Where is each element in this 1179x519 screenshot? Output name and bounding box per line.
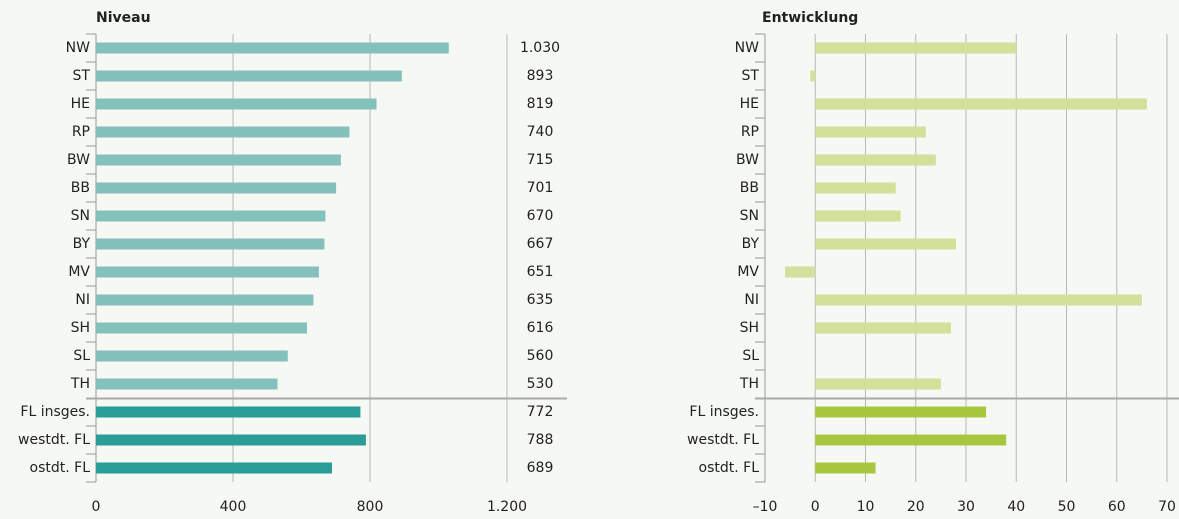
y-tick-label: ST bbox=[742, 68, 760, 84]
y-tick-label: SH bbox=[740, 320, 759, 336]
bar bbox=[96, 266, 319, 278]
value-label: 667 bbox=[527, 236, 554, 252]
y-tick-label: NW bbox=[66, 40, 90, 56]
bar bbox=[96, 434, 366, 446]
y-tick-label: RP bbox=[741, 124, 759, 140]
bar bbox=[785, 266, 816, 278]
bar bbox=[96, 42, 449, 54]
x-tick-label: 1.200 bbox=[487, 499, 527, 515]
bar bbox=[96, 126, 350, 138]
y-tick-label: MV bbox=[737, 264, 759, 280]
bar bbox=[815, 238, 956, 250]
y-tick-label: westdt. FL bbox=[687, 432, 759, 448]
y-tick-label: BW bbox=[67, 152, 90, 168]
bar bbox=[96, 182, 337, 194]
bar bbox=[815, 406, 987, 418]
bar bbox=[96, 210, 326, 222]
bar bbox=[815, 322, 951, 334]
bar bbox=[96, 70, 402, 82]
value-label: 560 bbox=[527, 348, 554, 364]
y-tick-label: RP bbox=[72, 124, 90, 140]
y-tick-label: FL insges. bbox=[20, 404, 90, 420]
bar bbox=[815, 154, 936, 166]
x-tick-label: 0 bbox=[811, 499, 820, 515]
value-label: 740 bbox=[527, 124, 554, 140]
y-tick-label: NW bbox=[735, 40, 759, 56]
chart-title: Niveau bbox=[96, 10, 151, 26]
y-tick-label: SN bbox=[740, 208, 759, 224]
x-tick-label: 400 bbox=[220, 499, 247, 515]
bar bbox=[815, 210, 901, 222]
y-tick-label: MV bbox=[68, 264, 90, 280]
value-label: 772 bbox=[527, 404, 554, 420]
y-tick-label: SL bbox=[742, 348, 759, 364]
y-tick-label: HE bbox=[71, 96, 90, 112]
y-tick-label: BW bbox=[736, 152, 759, 168]
value-label: 635 bbox=[527, 292, 554, 308]
y-tick-label: SL bbox=[73, 348, 90, 364]
x-tick-label: 70 bbox=[1158, 499, 1176, 515]
y-tick-label: NI bbox=[744, 292, 759, 308]
bar bbox=[96, 98, 377, 110]
value-label: 1.030 bbox=[520, 40, 560, 56]
bar bbox=[96, 322, 307, 334]
bar bbox=[815, 462, 876, 474]
y-tick-label: westdt. FL bbox=[18, 432, 90, 448]
y-tick-label: NI bbox=[75, 292, 90, 308]
y-tick-label: ST bbox=[73, 68, 91, 84]
bar bbox=[96, 350, 288, 362]
value-label: 893 bbox=[527, 68, 554, 84]
value-label: 715 bbox=[527, 152, 554, 168]
value-label: 689 bbox=[527, 460, 554, 476]
bar bbox=[815, 42, 1017, 54]
value-label: 616 bbox=[527, 320, 554, 336]
bar bbox=[815, 182, 896, 194]
value-label: 651 bbox=[527, 264, 554, 280]
y-tick-label: BB bbox=[71, 180, 90, 196]
bar bbox=[96, 154, 341, 166]
bar bbox=[815, 98, 1147, 110]
x-tick-label: 30 bbox=[957, 499, 975, 515]
y-tick-label: TH bbox=[70, 376, 90, 392]
y-tick-label: BY bbox=[73, 236, 91, 252]
x-tick-label: 60 bbox=[1108, 499, 1126, 515]
bar bbox=[96, 406, 361, 418]
x-tick-label: 800 bbox=[357, 499, 384, 515]
bar bbox=[815, 434, 1007, 446]
bar bbox=[815, 294, 1142, 306]
bar bbox=[96, 378, 278, 390]
y-tick-label: BB bbox=[740, 180, 759, 196]
y-tick-label: FL insges. bbox=[689, 404, 759, 420]
x-tick-label: 40 bbox=[1007, 499, 1025, 515]
value-label: 701 bbox=[527, 180, 554, 196]
x-tick-label: 0 bbox=[92, 499, 101, 515]
y-tick-label: TH bbox=[739, 376, 759, 392]
y-tick-label: HE bbox=[740, 96, 759, 112]
y-tick-label: BY bbox=[742, 236, 760, 252]
y-tick-label: SN bbox=[71, 208, 90, 224]
bar bbox=[96, 238, 325, 250]
bar bbox=[96, 294, 314, 306]
bar bbox=[810, 70, 816, 82]
bar bbox=[96, 462, 332, 474]
value-label: 530 bbox=[527, 376, 554, 392]
value-label: 670 bbox=[527, 208, 554, 224]
chart-title: Entwicklung bbox=[762, 10, 858, 26]
x-tick-label: –10 bbox=[753, 499, 778, 515]
x-tick-label: 10 bbox=[857, 499, 875, 515]
x-tick-label: 50 bbox=[1058, 499, 1076, 515]
bar bbox=[815, 126, 926, 138]
bar bbox=[815, 378, 941, 390]
value-label: 788 bbox=[527, 432, 554, 448]
y-tick-label: ostdt. FL bbox=[30, 460, 91, 476]
x-tick-label: 20 bbox=[907, 499, 925, 515]
y-tick-label: SH bbox=[71, 320, 90, 336]
value-label: 819 bbox=[527, 96, 554, 112]
y-tick-label: ostdt. FL bbox=[699, 460, 760, 476]
